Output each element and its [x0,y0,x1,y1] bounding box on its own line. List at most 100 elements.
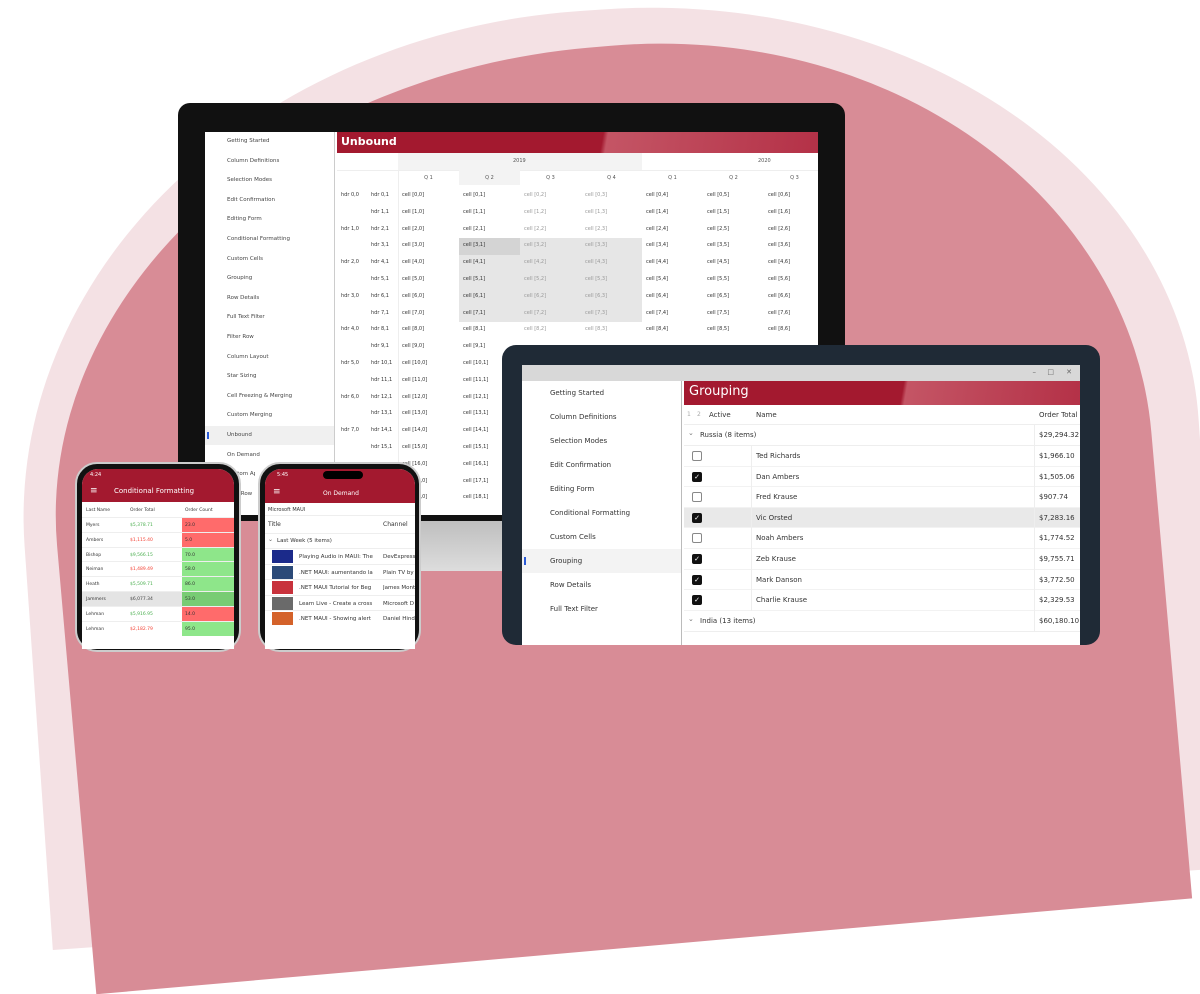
nav-item-getting-started[interactable]: Getting Started [205,132,334,151]
table-row[interactable]: Myers $5,378.71 23.0 [82,517,234,533]
grid-cell[interactable]: cell [7,2] [524,309,547,316]
grid-cell[interactable]: cell [3,6] [768,242,791,249]
grid-cell[interactable]: cell [5,2] [524,276,547,282]
nav-item-column-definitions[interactable]: Column Definitions [205,152,334,171]
grid-cell[interactable]: cell [12,0] [402,393,428,400]
grid-cell[interactable]: cell [12,1] [463,393,489,400]
nav-item-editing-form[interactable]: Editing Form [522,477,681,501]
chevron-down-icon[interactable]: ⌄ [688,429,694,437]
grid-cell[interactable]: cell [8,1] [463,326,486,333]
grid-cell[interactable]: cell [5,5] [707,276,730,282]
grid-cell[interactable]: cell [3,1] [463,242,486,249]
grid-cell[interactable]: cell [2,6] [768,225,791,232]
active-checkbox[interactable] [692,451,702,461]
nav-item-cell-freezing-merging[interactable]: Cell Freezing & Merging [205,387,334,406]
grid-cell[interactable]: cell [7,5] [707,309,730,316]
grid-cell[interactable]: cell [7,1] [463,309,486,316]
grid-cell[interactable]: cell [5,1] [463,276,486,282]
nav-item-grouping[interactable]: Grouping [522,549,681,573]
grid-cell[interactable]: cell [6,5] [707,292,730,299]
nav-item-column-definitions[interactable]: Column Definitions [522,405,681,429]
column-header-active[interactable]: Active [709,411,731,419]
nav-item-custom-cells[interactable]: Custom Cells [205,250,334,269]
nav-item-unbound[interactable]: Unbound [205,426,334,445]
grid-cell[interactable]: cell [1,6] [768,208,791,215]
grid-cell[interactable]: cell [6,6] [768,292,791,299]
nav-item-star-sizing[interactable]: Star Sizing [205,367,334,386]
table-row[interactable]: Neiman $1,489.49 58.0 [82,561,234,578]
nav-item-row-details[interactable]: Row Details [205,289,334,308]
grid-cell[interactable]: cell [5,0] [402,276,425,282]
grid-cell[interactable]: cell [4,3] [585,259,608,266]
close-button[interactable]: ✕ [1066,368,1072,376]
column-header-channel[interactable]: Channel [383,521,408,528]
nav-item-filter-row[interactable]: Filter Row [205,328,334,347]
table-row[interactable]: ✓ Mark Danson $3,772.50 [684,569,1080,591]
group-level-1[interactable]: 1 [687,411,691,418]
table-row[interactable]: Jammers $6,077.34 53.0 [82,591,234,607]
table-row[interactable]: ✓ Vic Orsted $7,283.16 [684,507,1080,529]
active-checkbox[interactable]: ✓ [692,554,702,564]
grid-cell[interactable]: cell [1,4] [646,208,669,215]
grid-cell[interactable]: cell [0,2] [524,192,547,198]
column-header-name[interactable]: Name [756,411,777,419]
grid-cell[interactable]: cell [1,0] [402,208,425,215]
nav-item-custom-merging[interactable]: Custom Merging [205,406,334,425]
nav-item-conditional-formatting[interactable]: Conditional Formatting [522,501,681,525]
active-checkbox[interactable]: ✓ [692,574,702,585]
grid-cell[interactable]: cell [5,3] [585,276,608,282]
grid-cell[interactable]: cell [14,1] [463,427,489,434]
search-input[interactable]: Microsoft MAUI [265,503,415,516]
grid-cell[interactable]: cell [17,1] [463,477,489,484]
grid-cell[interactable]: cell [4,5] [707,259,730,266]
chevron-down-icon[interactable]: ⌄ [268,536,274,543]
grid-cell[interactable]: cell [3,0] [402,242,425,249]
grid-cell[interactable]: cell [9,0] [402,343,425,350]
table-row[interactable]: Ted Richards $1,966.10 [684,446,1080,467]
maximize-button[interactable]: □ [1047,368,1054,376]
nav-item-edit-confirmation[interactable]: Edit Confirmation [205,191,334,210]
active-checkbox[interactable] [692,492,702,503]
grid-cell[interactable]: cell [1,3] [585,208,608,215]
grid-cell[interactable]: cell [4,1] [463,259,486,266]
grid-cell[interactable]: cell [11,0] [402,376,428,383]
grid-cell[interactable]: cell [2,5] [707,225,730,232]
grid-cell[interactable]: cell [2,4] [646,225,669,232]
grid-cell[interactable]: cell [16,1] [463,460,489,467]
group-row[interactable]: ⌄ India (13 items) $60,180.10 [684,610,1080,632]
nav-item-full-text-filter[interactable]: Full Text Filter [205,308,334,327]
grid-cell[interactable]: cell [6,4] [646,292,669,299]
grid-cell[interactable]: cell [7,3] [585,309,608,316]
column-header[interactable]: Last Name [86,508,111,513]
grid-cell[interactable]: cell [10,1] [463,360,489,366]
list-item[interactable]: Learn Live - Create a cross Microsoft D [265,594,415,611]
grid-cell[interactable]: cell [8,4] [646,326,669,333]
nav-item-selection-modes[interactable]: Selection Modes [205,171,334,190]
table-row[interactable]: Fred Krause $907.74 [684,487,1080,509]
nav-item-conditional-formatting[interactable]: Conditional Formatting [205,230,334,249]
grid-cell[interactable]: cell [6,0] [402,292,425,299]
grid-cell[interactable]: cell [9,1] [463,343,486,350]
grid-cell[interactable]: cell [6,2] [524,292,547,299]
grid-cell[interactable]: cell [4,6] [768,259,791,266]
nav-item-on-demand[interactable]: On Demand [205,446,334,465]
nav-item-edit-confirmation[interactable]: Edit Confirmation [522,453,681,477]
grid-cell[interactable]: cell [0,4] [646,192,669,198]
grid-cell[interactable]: cell [8,6] [768,326,791,333]
table-row[interactable]: Ambers $1,115.40 5.0 [82,531,234,548]
nav-item-custom-appearance[interactable]: Custom Appearance [205,465,334,484]
grid-cell[interactable]: cell [5,4] [646,276,669,282]
grid-cell[interactable]: cell [0,3] [585,192,608,198]
group-level-2[interactable]: 2 [697,411,701,418]
grid-cell[interactable]: cell [0,6] [768,192,791,198]
grid-cell[interactable]: cell [11,1] [463,376,489,383]
table-row[interactable]: Noah Ambers $1,774.52 [684,528,1080,550]
grid-cell[interactable]: cell [6,1] [463,292,486,299]
grid-cell[interactable]: cell [8,3] [585,326,608,333]
minimize-button[interactable]: – [1032,368,1037,376]
list-item[interactable]: .NET MAUI - Showing alert Daniel Hindr [265,610,415,626]
chevron-down-icon[interactable]: ⌄ [688,614,694,623]
grid-cell[interactable]: cell [8,5] [707,326,730,333]
grid-cell[interactable]: cell [4,4] [646,259,669,266]
grid-cell[interactable]: cell [2,2] [524,225,547,232]
